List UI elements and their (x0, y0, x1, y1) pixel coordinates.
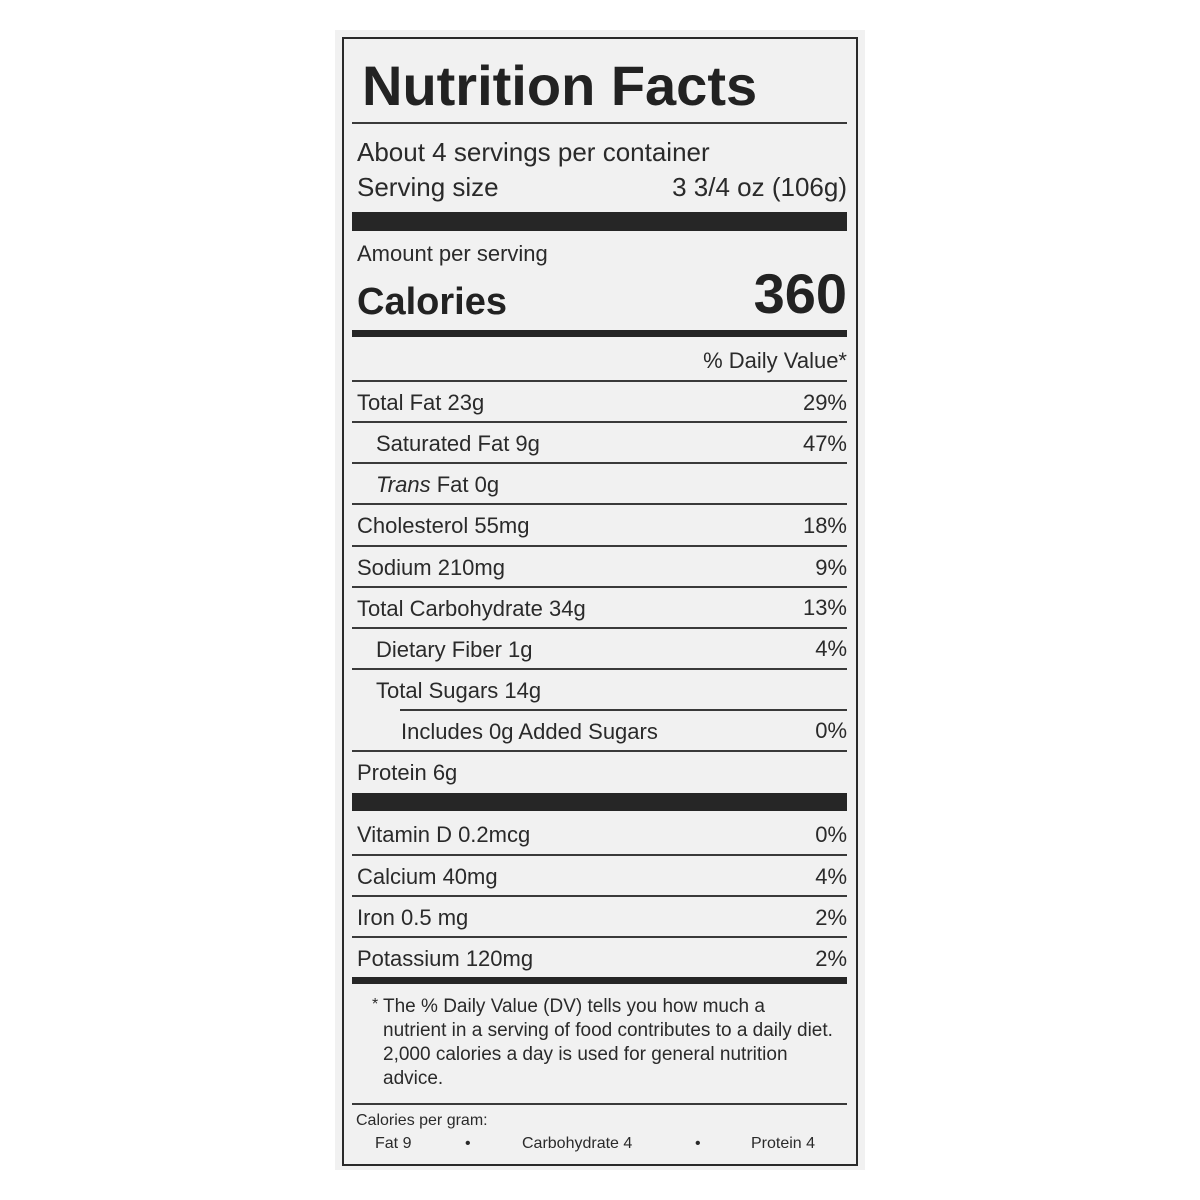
divider (352, 668, 847, 670)
divider (352, 545, 847, 547)
amount-per-serving: Amount per serving (357, 241, 548, 266)
divider (352, 627, 847, 629)
dv-total-carbohydrate: 13% (802, 595, 847, 620)
nutrient-protein: Protein 6g (357, 760, 458, 785)
serving-size-label: Serving size (357, 172, 499, 202)
nutrient-trans-fat: Trans Fat 0g (376, 474, 499, 496)
dv-saturated-fat: 47% (802, 431, 847, 456)
footnote: The % Daily Value (DV) tells you how muc… (383, 996, 833, 1089)
divider (352, 750, 847, 752)
separator-dot: • (695, 1135, 701, 1152)
potassium: Potassium 120mg (357, 946, 534, 971)
divider (352, 1103, 847, 1105)
divider (352, 462, 847, 464)
servings-per-container: About 4 servings per container (357, 137, 710, 167)
calories-value: 360 (753, 262, 847, 325)
separator-dot: • (465, 1135, 471, 1152)
divider (352, 122, 847, 124)
nutrition-facts-border (342, 37, 858, 1166)
divider (352, 854, 847, 856)
dv-sodium: 9% (815, 555, 847, 580)
divider (352, 586, 847, 588)
vitamin-d: Vitamin D 0.2mcg (357, 822, 531, 847)
iron: Iron 0.5 mg (357, 905, 469, 930)
nutrient-sodium: Sodium 210mg (357, 555, 505, 580)
nutrient-cholesterol: Cholesterol 55mg (357, 513, 530, 538)
divider (352, 380, 847, 382)
calories-per-gram-fat: Fat 9 (375, 1135, 412, 1152)
calories-per-gram-label: Calories per gram: (356, 1112, 488, 1129)
title: Nutrition Facts (362, 54, 758, 117)
daily-value-header: % Daily Value* (703, 348, 847, 373)
dv-potassium: 2% (815, 946, 847, 971)
dv-dietary-fiber: 4% (815, 636, 847, 661)
dv-calcium: 4% (815, 864, 847, 889)
calories-per-gram-protein: Protein 4 (751, 1135, 816, 1152)
nutrient-dietary-fiber: Dietary Fiber 1g (376, 637, 533, 662)
dv-iron: 2% (815, 905, 847, 930)
nutrient-total-fat: Total Fat 23g (357, 390, 485, 415)
dv-added-sugars: 0% (815, 718, 847, 743)
medium-divider (352, 330, 847, 337)
nutrient-saturated-fat: Saturated Fat 9g (376, 431, 540, 456)
nutrient-added-sugars: Includes 0g Added Sugars (401, 719, 658, 744)
divider (352, 895, 847, 897)
divider (352, 503, 847, 505)
divider (352, 421, 847, 423)
dv-vitamin-d: 0% (815, 822, 847, 847)
trans-italic: Trans (376, 472, 431, 497)
calcium: Calcium 40mg (357, 864, 498, 889)
calories-per-gram-carbohydrate: Carbohydrate 4 (522, 1135, 633, 1152)
divider (400, 709, 847, 711)
dv-total-fat: 29% (802, 390, 847, 415)
calories-label: Calories (357, 281, 507, 323)
thick-divider (352, 212, 847, 231)
footnote-star: * (372, 996, 379, 1013)
divider (352, 936, 847, 938)
trans-fat-text: Fat 0g (430, 472, 500, 497)
dv-cholesterol: 18% (802, 513, 847, 538)
thick-divider (352, 793, 847, 811)
serving-size-value: 3 3/4 oz (106g) (672, 172, 847, 202)
nutrient-total-sugars: Total Sugars 14g (376, 678, 542, 703)
medium-divider (352, 977, 847, 984)
nutrient-total-carbohydrate: Total Carbohydrate 34g (357, 596, 586, 621)
